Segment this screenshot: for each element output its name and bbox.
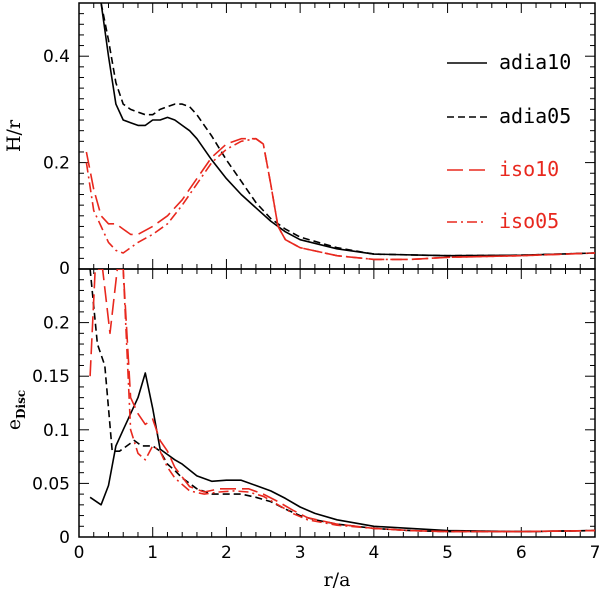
- x-tick-label: 5: [442, 543, 453, 563]
- top-series-line-adia10: [100, 3, 595, 257]
- legend-label-iso05: iso05: [499, 209, 559, 233]
- bottom-panel: 0 0.05 0.1 0.15 0.2 0 1 2 3 4 5 6 7: [32, 268, 600, 563]
- top-y-tick-label: 0.4: [43, 47, 70, 67]
- bottom-plot-frame: [78, 268, 596, 538]
- top-y-tick-label: 0.2: [43, 154, 70, 174]
- bottom-series-line-adia05: [89, 269, 595, 533]
- legend-label-adia05: adia05: [499, 104, 571, 128]
- bottom-y-tick-label: 0.05: [32, 474, 70, 494]
- top-panel: 0 0.2 0.4: [43, 2, 596, 279]
- bottom-series-line-iso10: [89, 269, 595, 533]
- x-tick-label: 0: [74, 543, 85, 563]
- top-series-line-iso05: [85, 137, 595, 261]
- bottom-y-tick-label: 0.1: [43, 421, 70, 441]
- x-tick-label: 6: [516, 543, 527, 563]
- bottom-y-axis-label: eDisc: [3, 390, 28, 430]
- bottom-series-line-adia10: [89, 372, 595, 533]
- legend: adia10 adia05 iso10 iso05: [447, 50, 571, 233]
- x-tick-label: 3: [295, 543, 306, 563]
- x-tick-label: 4: [368, 543, 379, 563]
- bottom-series-line-iso05: [122, 269, 595, 533]
- x-tick-label: 7: [590, 543, 600, 563]
- bottom-y-tick-label: 0: [59, 528, 70, 548]
- legend-label-adia10: adia10: [499, 50, 571, 74]
- legend-label-iso10: iso10: [499, 157, 559, 181]
- x-tick-label: 1: [147, 543, 158, 563]
- top-y-axis-label: H/r: [3, 119, 25, 152]
- bottom-y-tick-label: 0.15: [32, 367, 70, 387]
- x-tick-label: 2: [221, 543, 232, 563]
- bottom-y-tick-label: 0.2: [43, 314, 70, 334]
- top-y-tick-label: 0: [59, 259, 70, 279]
- top-series-line-adia05: [100, 3, 595, 257]
- x-axis-label: r/a: [324, 569, 351, 591]
